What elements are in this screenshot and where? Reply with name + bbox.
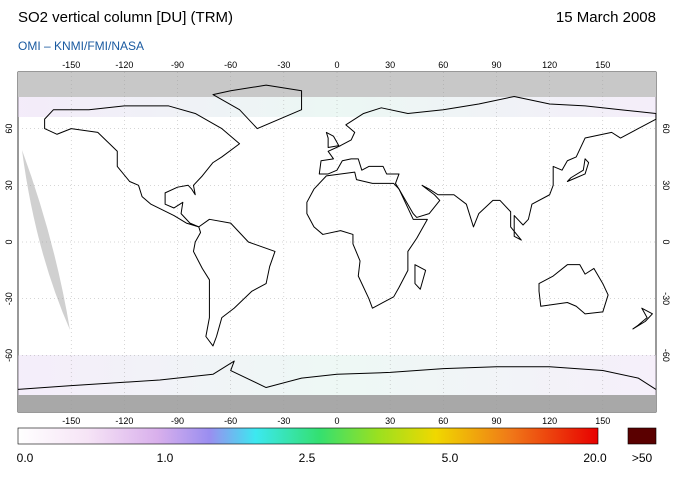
eurasia: [319, 96, 656, 240]
lat-label-right: 60: [661, 124, 671, 134]
lat-label-left: -30: [4, 292, 14, 305]
lon-label-bottom: 30: [385, 416, 395, 426]
colorbar-label: 0.0: [17, 451, 34, 465]
south-america: [193, 219, 275, 346]
lon-label-bottom: -120: [115, 416, 133, 426]
lon-label-bottom: 0: [334, 416, 339, 426]
antarctica: [18, 361, 656, 389]
madagascar: [415, 265, 426, 290]
lon-label-top: -60: [224, 60, 237, 70]
colorbar-label: 5.0: [442, 451, 459, 465]
japan: [567, 159, 588, 182]
date: 15 March 2008: [556, 9, 656, 26]
lon-label-top: -150: [62, 60, 80, 70]
no-data-swath: [22, 150, 70, 330]
lon-label-top: 0: [334, 60, 339, 70]
lon-label-bottom: 120: [542, 416, 557, 426]
uk: [326, 132, 338, 147]
colorbar-label: 1.0: [157, 451, 174, 465]
lat-label-right: -30: [661, 292, 671, 305]
lon-label-bottom: 60: [438, 416, 448, 426]
lon-label-bottom: 90: [491, 416, 501, 426]
lon-label-top: 90: [491, 60, 501, 70]
coastlines: [18, 85, 656, 389]
lon-label-bottom: -90: [171, 416, 184, 426]
source: OMI – KNMI/FMI/NASA: [18, 39, 144, 53]
lon-label-bottom: -60: [224, 416, 237, 426]
colorbar-label: 20.0: [583, 451, 607, 465]
lon-label-top: -90: [171, 60, 184, 70]
no-data-south: [18, 395, 656, 412]
lon-label-bottom: -30: [277, 416, 290, 426]
africa: [307, 172, 427, 308]
lon-label-top: -120: [115, 60, 133, 70]
north-america: [45, 106, 240, 227]
lon-label-top: 30: [385, 60, 395, 70]
new-zealand: [633, 308, 652, 329]
colorbar-label: 2.5: [299, 451, 316, 465]
australia: [539, 265, 608, 314]
lat-label-left: -60: [4, 349, 14, 362]
lat-label-left: 0: [4, 239, 14, 244]
lat-label-right: -60: [661, 349, 671, 362]
lon-label-bottom: 150: [595, 416, 610, 426]
lon-label-top: 120: [542, 60, 557, 70]
lat-label-left: 30: [4, 180, 14, 190]
title: SO2 vertical column [DU] (TRM): [18, 9, 233, 26]
colorbar-overflow-label: >50: [632, 451, 653, 465]
colorbar-overflow: [627, 427, 657, 445]
lat-label-left: 60: [4, 124, 14, 134]
lat-label-right: 30: [661, 180, 671, 190]
lon-label-top: 150: [595, 60, 610, 70]
colorbar: [17, 427, 599, 445]
lon-label-top: 60: [438, 60, 448, 70]
lon-label-top: -30: [277, 60, 290, 70]
lon-label-bottom: -150: [62, 416, 80, 426]
greenland: [213, 85, 302, 128]
colorbar-labels: 0.0 1.0 2.5 5.0 20.0: [17, 451, 607, 465]
lat-label-right: 0: [661, 239, 671, 244]
